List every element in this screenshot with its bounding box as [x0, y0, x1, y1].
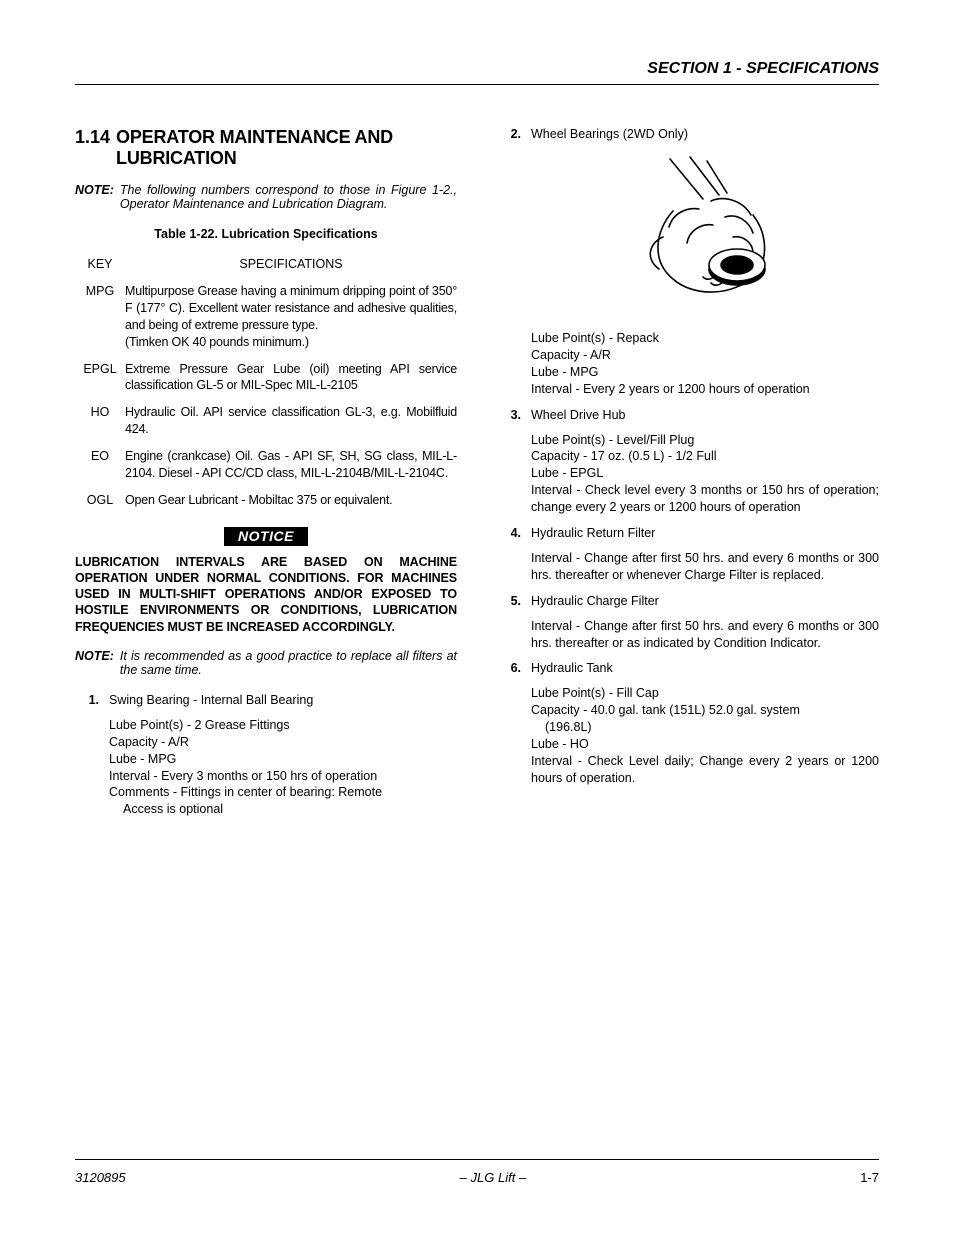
detail-line: Capacity - A/R — [531, 347, 879, 364]
cell-key: EO — [75, 448, 125, 482]
item-number: 5. — [497, 594, 531, 652]
detail-line: Interval - Check level every 3 months or… — [531, 482, 879, 516]
cell-key: HO — [75, 404, 125, 438]
detail-line: Interval - Check Level daily; Change eve… — [531, 753, 879, 787]
list-item-2: 2. Wheel Bearings (2WD Only) — [497, 127, 879, 398]
footer-page-num: 1-7 — [860, 1170, 879, 1185]
note-text: It is recommended as a good practice to … — [120, 649, 457, 677]
footer-center: – JLG Lift – — [460, 1170, 526, 1185]
detail-line: Lube - MPG — [531, 364, 879, 381]
item-body: Hydraulic Charge Filter Interval - Chang… — [531, 594, 879, 652]
list-item-1: 1. Swing Bearing - Internal Ball Bearing… — [75, 693, 457, 818]
cell-spec: Open Gear Lubricant - Mobiltac 375 or eq… — [125, 492, 457, 509]
list-item-6: 6. Hydraulic Tank Lube Point(s) - Fill C… — [497, 661, 879, 786]
th-spec: SPECIFICATIONS — [125, 257, 457, 271]
item-body: Hydraulic Tank Lube Point(s) - Fill Cap … — [531, 661, 879, 786]
lubrication-table: KEY SPECIFICATIONS MPG Multipurpose Grea… — [75, 257, 457, 509]
cell-key: MPG — [75, 283, 125, 351]
note-text: The following numbers correspond to thos… — [120, 183, 457, 211]
table-row: HO Hydraulic Oil. API service classifica… — [75, 404, 457, 438]
detail-line: Capacity - 40.0 gal. tank (151L) 52.0 ga… — [531, 702, 879, 719]
page-footer: 3120895 – JLG Lift – 1-7 — [75, 1159, 879, 1185]
table-row: EO Engine (crankcase) Oil. Gas - API SF,… — [75, 448, 457, 482]
item-title: Hydraulic Tank — [531, 661, 879, 675]
table-row: EPGL Extreme Pressure Gear Lube (oil) me… — [75, 361, 457, 395]
cell-spec: Extreme Pressure Gear Lube (oil) meeting… — [125, 361, 457, 395]
list-item-5: 5. Hydraulic Charge Filter Interval - Ch… — [497, 594, 879, 652]
detail-line: Lube Point(s) - Repack — [531, 330, 879, 347]
footer-doc-id: 3120895 — [75, 1170, 126, 1185]
item-details: Interval - Change after first 50 hrs. an… — [531, 550, 879, 584]
table-row: MPG Multipurpose Grease having a minimum… — [75, 283, 457, 351]
notice-text: LUBRICATION INTERVALS ARE BASED ON MACHI… — [75, 554, 457, 635]
section-number: 1.14 — [75, 127, 110, 148]
columns: 1.14 OPERATOR MAINTENANCE AND LUBRICATIO… — [75, 127, 879, 1159]
section-title: 1.14 OPERATOR MAINTENANCE AND LUBRICATIO… — [75, 127, 457, 169]
table-caption: Table 1-22. Lubrication Specifications — [75, 227, 457, 241]
item-body: Wheel Drive Hub Lube Point(s) - Level/Fi… — [531, 408, 879, 516]
item-body: Swing Bearing - Internal Ball Bearing Lu… — [109, 693, 457, 818]
detail-indent: (196.8L) — [531, 719, 879, 736]
page-header: SECTION 1 - SPECIFICATIONS — [75, 60, 879, 85]
item-number: 1. — [75, 693, 109, 818]
page: SECTION 1 - SPECIFICATIONS 1.14 OPERATOR… — [0, 0, 954, 1235]
item-title: Hydraulic Charge Filter — [531, 594, 879, 608]
detail-line: Comments - Fittings in center of bearing… — [109, 784, 457, 801]
detail-indent: Access is optional — [109, 801, 457, 818]
cell-key: OGL — [75, 492, 125, 509]
cell-spec: Hydraulic Oil. API service classificatio… — [125, 404, 457, 438]
section-heading: OPERATOR MAINTENANCE AND LUBRICATION — [116, 127, 457, 169]
detail-line: Lube - MPG — [109, 751, 457, 768]
detail-line: Interval - Every 3 months or 150 hrs of … — [109, 768, 457, 785]
item-body: Hydraulic Return Filter Interval - Chang… — [531, 526, 879, 584]
detail-line: Lube Point(s) - 2 Grease Fittings — [109, 717, 457, 734]
detail-line: Lube Point(s) - Level/Fill Plug — [531, 432, 879, 449]
header-section: SECTION 1 - SPECIFICATIONS — [647, 60, 879, 77]
item-number: 6. — [497, 661, 531, 786]
item-number: 2. — [497, 127, 531, 398]
table-header-row: KEY SPECIFICATIONS — [75, 257, 457, 271]
detail-line: Capacity - 17 oz. (0.5 L) - 1/2 Full — [531, 448, 879, 465]
detail-line: Interval - Change after first 50 hrs. an… — [531, 618, 879, 652]
left-column: 1.14 OPERATOR MAINTENANCE AND LUBRICATIO… — [75, 127, 457, 1159]
detail-line: Interval - Every 2 years or 1200 hours o… — [531, 381, 879, 398]
detail-line: Lube Point(s) - Fill Cap — [531, 685, 879, 702]
item-details: Lube Point(s) - Level/Fill Plug Capacity… — [531, 432, 879, 516]
item-details: Lube Point(s) - Fill Cap Capacity - 40.0… — [531, 685, 879, 786]
item-details: Lube Point(s) - 2 Grease Fittings Capaci… — [109, 717, 457, 818]
table-row: OGL Open Gear Lubricant - Mobiltac 375 o… — [75, 492, 457, 509]
item-number: 3. — [497, 408, 531, 516]
item-details: Interval - Change after first 50 hrs. an… — [531, 618, 879, 652]
cell-key: EPGL — [75, 361, 125, 395]
right-column: 2. Wheel Bearings (2WD Only) — [497, 127, 879, 1159]
list-item-4: 4. Hydraulic Return Filter Interval - Ch… — [497, 526, 879, 584]
notice-badge: NOTICE — [224, 527, 308, 546]
detail-line: Lube - EPGL — [531, 465, 879, 482]
detail-line: Capacity - A/R — [109, 734, 457, 751]
note-1: NOTE: The following numbers correspond t… — [75, 183, 457, 211]
item-title: Swing Bearing - Internal Ball Bearing — [109, 693, 457, 707]
detail-line: Interval - Change after first 50 hrs. an… — [531, 550, 879, 584]
note-label: NOTE: — [75, 649, 114, 677]
item-title: Wheel Drive Hub — [531, 408, 879, 422]
item-title: Hydraulic Return Filter — [531, 526, 879, 540]
detail-line: Lube - HO — [531, 736, 879, 753]
cell-spec: Multipurpose Grease having a minimum dri… — [125, 283, 457, 351]
list-item-3: 3. Wheel Drive Hub Lube Point(s) - Level… — [497, 408, 879, 516]
note-2: NOTE: It is recommended as a good practi… — [75, 649, 457, 677]
note-label: NOTE: — [75, 183, 114, 211]
item-number: 4. — [497, 526, 531, 584]
hand-greasing-illustration — [615, 151, 795, 316]
cell-spec: Engine (crankcase) Oil. Gas - API SF, SH… — [125, 448, 457, 482]
item-details: Lube Point(s) - Repack Capacity - A/R Lu… — [531, 330, 879, 398]
item-title: Wheel Bearings (2WD Only) — [531, 127, 879, 141]
item-body: Wheel Bearings (2WD Only) — [531, 127, 879, 398]
th-key: KEY — [75, 257, 125, 271]
